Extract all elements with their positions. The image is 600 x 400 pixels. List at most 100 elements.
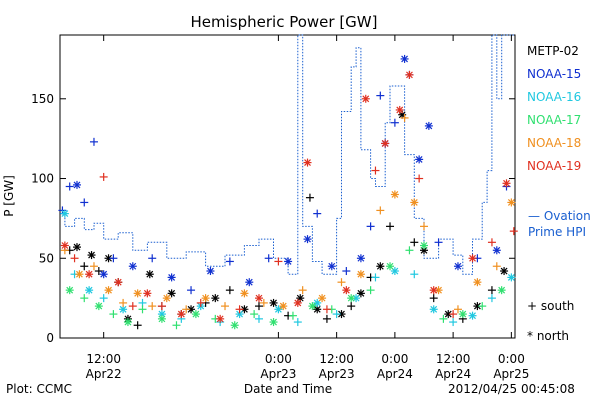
x-tick-label-time: 0:00 <box>498 352 525 366</box>
plot-credit: Plot: CCMC <box>6 382 72 396</box>
north-marker <box>356 254 365 263</box>
south-marker <box>254 314 263 323</box>
south-marker <box>390 118 399 127</box>
north-marker <box>386 262 395 271</box>
north-marker <box>400 54 409 63</box>
south-marker <box>487 294 496 303</box>
north-marker <box>453 262 462 271</box>
north-marker <box>269 298 278 307</box>
x-tick-label-date: Apr24 <box>377 367 413 381</box>
south-marker <box>415 174 424 183</box>
south-marker <box>322 305 331 314</box>
marker-key: + south * north <box>527 299 574 343</box>
north-marker <box>87 251 96 260</box>
north-marker <box>356 270 365 279</box>
north-marker <box>318 294 327 303</box>
north-marker <box>313 305 322 314</box>
south-marker <box>99 172 108 181</box>
north-marker <box>279 302 288 311</box>
south-marker <box>89 137 98 146</box>
legend-entry: METP-02 <box>527 44 579 58</box>
south-marker <box>65 182 74 191</box>
south-marker <box>157 302 166 311</box>
north-marker <box>269 318 278 327</box>
south-marker <box>322 314 331 323</box>
north-marker <box>254 294 263 303</box>
north-marker <box>167 273 176 282</box>
north-marker <box>342 286 351 295</box>
south-marker <box>410 238 419 247</box>
south-marker <box>347 302 356 311</box>
north-marker <box>145 270 154 279</box>
y-tick-label: 0 <box>46 331 54 345</box>
ovation-hpi-line <box>60 34 515 275</box>
south-marker <box>99 294 108 303</box>
north-marker <box>60 241 69 250</box>
legend-entry: NOAA-15 <box>527 67 581 81</box>
north-marker <box>94 302 103 311</box>
legend: METP-02 NOAA-15 NOAA-16 NOAA-17 NOAA-18 NOAA-… <box>527 44 581 173</box>
north-marker <box>347 294 356 303</box>
north-marker <box>313 298 322 307</box>
x-tick-label-time: 12:00 <box>86 352 121 366</box>
south-marker <box>225 286 234 295</box>
north-marker <box>206 267 215 276</box>
x-axis: 12:00Apr220:00Apr2312:00Apr230:00Apr2412… <box>86 35 529 381</box>
south-marker <box>449 310 458 319</box>
north-marker <box>395 105 404 114</box>
south-marker <box>172 321 181 330</box>
south-marker <box>386 222 395 231</box>
legend-entry: NOAA-17 <box>527 113 581 127</box>
x-tick-label-date: Apr23 <box>319 367 355 381</box>
x-tick-label-date: Apr23 <box>260 367 296 381</box>
south-marker <box>148 254 157 263</box>
south-marker <box>80 294 89 303</box>
north-marker <box>230 321 239 330</box>
north-marker <box>143 289 152 298</box>
north-marker <box>157 314 166 323</box>
north-marker <box>424 121 433 130</box>
ovation-legend-line2: Prime HPI <box>528 225 586 239</box>
north-marker <box>114 278 123 287</box>
south-marker <box>371 273 380 282</box>
north-marker <box>216 314 225 323</box>
south-marker <box>453 305 462 314</box>
x-tick-label-time: 0:00 <box>265 352 292 366</box>
north-marker <box>284 257 293 266</box>
ovation-legend: — Ovation Prime HPI <box>528 209 591 239</box>
y-tick-label: 100 <box>31 172 54 186</box>
north-marker <box>361 94 370 103</box>
south-marker <box>313 209 322 218</box>
south-marker <box>94 267 103 276</box>
north-marker <box>65 286 74 295</box>
south-marker <box>293 318 302 327</box>
south-marker <box>109 310 118 319</box>
south-marker <box>119 298 128 307</box>
south-marker <box>366 286 375 295</box>
north-marker <box>458 310 467 319</box>
north-marker <box>473 278 482 287</box>
north-marker <box>85 286 94 295</box>
x-tick-label-date: Apr22 <box>86 367 122 381</box>
south-marker <box>182 305 191 314</box>
north-marker <box>429 305 438 314</box>
south-marker <box>274 257 283 266</box>
south-marker <box>259 298 268 307</box>
north-marker <box>507 273 516 282</box>
north-marker <box>429 286 438 295</box>
south-marker <box>187 286 196 295</box>
north-marker <box>211 294 220 303</box>
north-marker <box>410 198 419 207</box>
north-marker <box>201 294 210 303</box>
chart-title: Hemispheric Power [GW] <box>191 13 378 31</box>
north-marker <box>72 180 81 189</box>
north-marker <box>133 289 142 298</box>
north-marker <box>177 310 186 319</box>
north-marker <box>274 305 283 314</box>
north-marker <box>303 235 312 244</box>
south-marker <box>138 305 147 314</box>
x-axis-label: Date and Time <box>244 382 332 396</box>
south-marker <box>410 270 419 279</box>
south-marker <box>80 262 89 271</box>
